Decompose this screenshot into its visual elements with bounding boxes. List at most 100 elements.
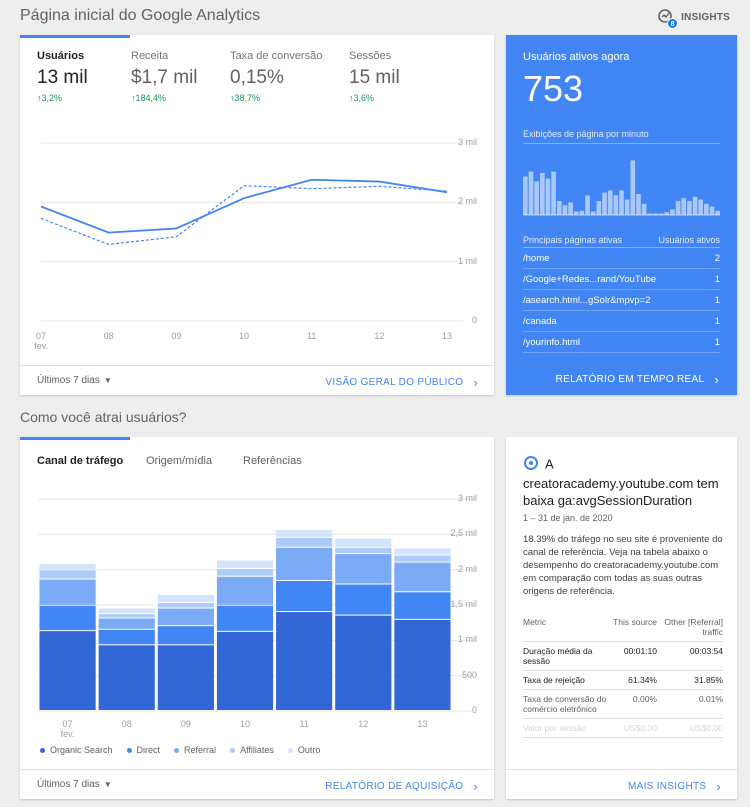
minute-bar[interactable] (709, 206, 715, 215)
bar-segment-referral[interactable] (216, 576, 274, 605)
bar-segment-outro[interactable] (394, 548, 451, 555)
bar-segment-referral[interactable] (394, 562, 451, 592)
bar-segment-direct[interactable] (157, 626, 214, 645)
bar-segment-organic-search[interactable] (39, 631, 96, 710)
minute-bar[interactable] (528, 171, 534, 215)
active-page-row[interactable]: /home 2 (523, 248, 720, 269)
bar-segment-organic-search[interactable] (335, 615, 392, 710)
audience-overview-link[interactable]: VISÃO GERAL DO PÚBLICO › (325, 375, 478, 390)
acquisition-report-link[interactable]: RELATÓRIO DE AQUISIÇÃO › (325, 779, 478, 794)
date-range-dropdown[interactable]: Últimos 7 dias ▼ (37, 375, 112, 386)
bar-segment-affiliates[interactable] (157, 602, 214, 608)
legend-item[interactable]: Referral (174, 745, 216, 755)
bar-segment-organic-search[interactable] (98, 645, 155, 710)
minute-bar[interactable] (607, 190, 613, 216)
bar-segment-direct[interactable] (335, 584, 392, 615)
minute-bar[interactable] (545, 178, 551, 215)
minute-bar[interactable] (715, 210, 720, 215)
legend-item[interactable]: Organic Search (40, 745, 113, 755)
minute-bar[interactable] (539, 173, 545, 215)
minute-bar[interactable] (664, 212, 670, 215)
minute-bar[interactable] (675, 201, 681, 215)
minute-bar[interactable] (596, 201, 602, 215)
insights-button[interactable]: 8 INSIGHTS (657, 8, 730, 29)
legend-item[interactable]: Affiliates (230, 745, 274, 755)
realtime-report-link[interactable]: RELATÓRIO EM TEMPO REAL › (555, 372, 719, 387)
minute-bar[interactable] (670, 209, 675, 215)
metric-conversion-rate[interactable]: Taxa de conversão 0,15% ↑38,7% (230, 50, 323, 103)
bar-segment-organic-search[interactable] (394, 619, 451, 710)
minute-bar[interactable] (704, 203, 709, 215)
bar-segment-direct[interactable] (394, 592, 451, 619)
minute-bar[interactable] (551, 171, 556, 215)
bar-segment-direct[interactable] (98, 629, 155, 645)
date-range-dropdown[interactable]: Últimos 7 dias ▼ (37, 779, 112, 790)
bar-segment-affiliates[interactable] (335, 547, 392, 554)
page-active-users: 1 (714, 273, 720, 285)
minute-bar[interactable] (613, 195, 619, 215)
minute-bar[interactable] (647, 213, 653, 215)
more-insights-link[interactable]: MAIS INSIGHTS › (628, 779, 721, 794)
minute-bar[interactable] (619, 190, 624, 216)
minute-bar[interactable] (681, 198, 687, 215)
bar-segment-organic-search[interactable] (157, 645, 214, 710)
active-page-row[interactable]: /canada 1 (523, 311, 720, 332)
metric-sessions[interactable]: Sessões 15 mil ↑3,6% (349, 50, 400, 103)
legend-item[interactable]: Outro (287, 745, 320, 755)
bar-segment-outro[interactable] (276, 530, 333, 537)
bar-segment-referral[interactable] (335, 554, 392, 584)
bar-segment-outro[interactable] (157, 595, 214, 602)
x-tick-label: 13 (417, 719, 428, 729)
minute-bar[interactable] (556, 201, 562, 215)
tab-referrals[interactable]: Referências (243, 455, 302, 467)
minute-bar[interactable] (573, 211, 579, 216)
y-tick-label: 1 mil (457, 634, 477, 645)
minute-bar[interactable] (636, 194, 641, 215)
minute-bar[interactable] (630, 160, 636, 215)
bar-segment-affiliates[interactable] (394, 555, 451, 562)
active-page-row[interactable]: /asearch.html...gSolr&mpvp=2 1 (523, 290, 720, 311)
metric-revenue[interactable]: Receita $1,7 mil ↑184,4% (131, 50, 198, 103)
minute-bar[interactable] (562, 205, 568, 215)
bar-segment-direct[interactable] (39, 605, 96, 631)
legend-item[interactable]: Direct (126, 745, 160, 755)
bar-segment-outro[interactable] (335, 538, 392, 547)
bar-segment-referral[interactable] (98, 618, 155, 629)
y-tick-label: 2 mil (457, 563, 477, 574)
minute-bar[interactable] (534, 181, 539, 215)
bar-segment-affiliates[interactable] (39, 570, 96, 579)
active-tab-indicator (20, 437, 130, 440)
minute-bar[interactable] (590, 211, 596, 216)
pageviews-minibar-chart (523, 160, 720, 216)
bar-segment-outro[interactable] (98, 608, 155, 614)
minute-bar[interactable] (687, 201, 692, 215)
active-page-row[interactable]: /yourinfo.html 1 (523, 332, 720, 353)
tab-traffic-channel[interactable]: Canal de tráfego (37, 455, 124, 467)
bar-segment-direct[interactable] (276, 580, 333, 612)
minute-bar[interactable] (658, 213, 664, 215)
bar-segment-referral[interactable] (276, 547, 333, 580)
minute-bar[interactable] (579, 210, 585, 215)
minute-bar[interactable] (523, 176, 528, 216)
minute-bar[interactable] (624, 199, 630, 215)
minute-bar[interactable] (641, 203, 647, 215)
active-page-row[interactable]: /Google+Redes...rand/YouTube 1 (523, 269, 720, 290)
bar-segment-organic-search[interactable] (216, 631, 274, 710)
bar-segment-affiliates[interactable] (276, 537, 333, 547)
bar-segment-organic-search[interactable] (276, 612, 333, 710)
minute-bar[interactable] (602, 192, 607, 215)
tab-source-medium[interactable]: Origem/mídia (146, 455, 213, 467)
bar-segment-affiliates[interactable] (98, 614, 155, 618)
metric-users[interactable]: Usuários 13 mil ↑3,2% (37, 50, 88, 103)
minute-bar[interactable] (585, 195, 590, 215)
bar-segment-direct[interactable] (216, 605, 274, 631)
minute-bar[interactable] (692, 196, 698, 215)
bar-segment-outro[interactable] (216, 560, 274, 568)
minute-bar[interactable] (568, 202, 573, 215)
bar-segment-referral[interactable] (157, 608, 214, 626)
minute-bar[interactable] (653, 213, 658, 215)
bar-segment-referral[interactable] (39, 579, 96, 605)
bar-segment-affiliates[interactable] (216, 568, 274, 576)
minute-bar[interactable] (698, 199, 704, 215)
bar-segment-outro[interactable] (39, 564, 96, 570)
